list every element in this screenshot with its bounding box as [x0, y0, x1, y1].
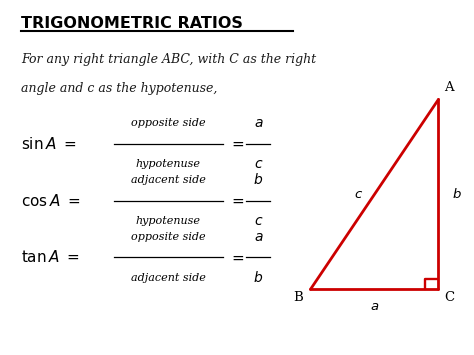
Text: $b$: $b$ — [253, 271, 264, 285]
Text: $c$: $c$ — [354, 188, 363, 201]
Text: $b$: $b$ — [452, 187, 462, 201]
Text: A: A — [444, 81, 454, 94]
Text: $c$: $c$ — [254, 214, 263, 228]
Text: $b$: $b$ — [253, 173, 264, 187]
Text: B: B — [293, 291, 303, 304]
Text: $a$: $a$ — [370, 300, 379, 313]
Text: $\tan A$ $=$: $\tan A$ $=$ — [21, 249, 80, 266]
Text: $=$: $=$ — [229, 250, 245, 264]
Text: angle and c as the hypotenuse,: angle and c as the hypotenuse, — [21, 82, 218, 95]
Text: $a$: $a$ — [254, 116, 263, 130]
Text: hypotenuse: hypotenuse — [136, 216, 201, 226]
Text: C: C — [444, 291, 454, 304]
Text: opposite side: opposite side — [131, 232, 206, 242]
Text: $=$: $=$ — [229, 137, 245, 151]
Text: adjacent side: adjacent side — [131, 273, 206, 283]
Text: adjacent side: adjacent side — [131, 175, 206, 185]
Text: For any right triangle ABC, with C as the right: For any right triangle ABC, with C as th… — [21, 53, 317, 66]
Text: $\sin A$ $=$: $\sin A$ $=$ — [21, 136, 77, 152]
Text: $\cos A$ $=$: $\cos A$ $=$ — [21, 192, 81, 209]
Text: opposite side: opposite side — [131, 118, 206, 128]
Text: $c$: $c$ — [254, 157, 263, 171]
Text: $=$: $=$ — [229, 193, 245, 208]
Text: TRIGONOMETRIC RATIOS: TRIGONOMETRIC RATIOS — [21, 16, 243, 31]
Text: $a$: $a$ — [254, 230, 263, 244]
Text: hypotenuse: hypotenuse — [136, 159, 201, 169]
